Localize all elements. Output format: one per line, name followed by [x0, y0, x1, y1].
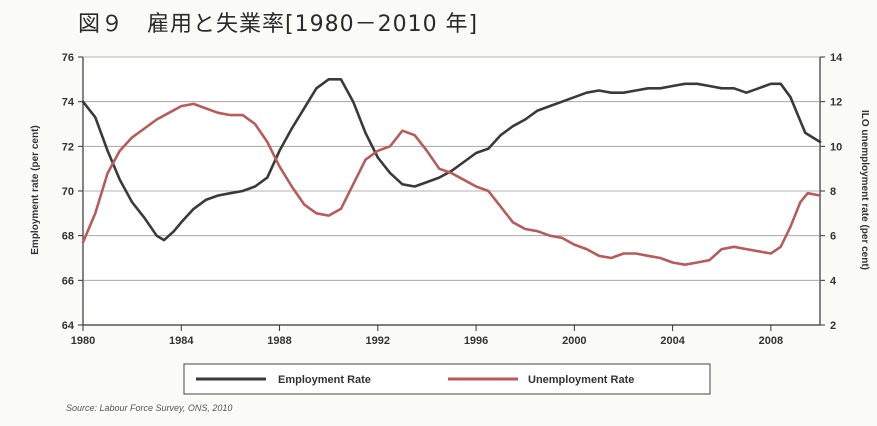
figure-title: 図９ 雇用と失業率[1980－2010 年]	[78, 12, 479, 37]
x-tick-label: 1980	[71, 335, 95, 347]
unemployment-rate-line	[81, 102, 822, 266]
y-tick-label: 76	[62, 52, 74, 64]
y-tick-label: 66	[62, 275, 74, 287]
x-tick-label: 2004	[660, 335, 685, 347]
y2-tick-label: 6	[830, 231, 836, 243]
y2-axis-label: ILO unemployment rate (per cent)	[859, 110, 870, 270]
y2-tick-label: 8	[830, 186, 836, 198]
y2-tick-label: 14	[830, 52, 843, 64]
x-tick-label: 1992	[366, 335, 390, 347]
y-tick-label: 68	[62, 231, 74, 243]
y-tick-label: 70	[62, 186, 74, 198]
y2-tick-label: 4	[830, 275, 837, 287]
y-tick-label: 72	[62, 141, 74, 153]
y-axis-label: Employment rate (per cent)	[30, 125, 41, 254]
x-tick-label: 2000	[562, 335, 586, 347]
source-note: Source: Labour Force Survey, ONS, 2010	[66, 403, 233, 413]
employment-rate-line	[81, 78, 822, 242]
y-tick-label: 64	[62, 320, 75, 332]
x-tick-label: 1996	[464, 335, 488, 347]
y-tick-label: 74	[62, 97, 75, 109]
x-tick-label: 1988	[267, 335, 291, 347]
legend-label: Employment Rate	[278, 374, 371, 386]
y2-tick-label: 10	[830, 141, 842, 153]
y2-tick-label: 2	[830, 320, 836, 332]
x-tick-label: 2008	[759, 335, 783, 347]
x-tick-label: 1984	[169, 335, 194, 347]
y2-tick-label: 12	[830, 97, 842, 109]
legend-label: Unemployment Rate	[528, 374, 634, 386]
legend-box	[183, 363, 711, 395]
